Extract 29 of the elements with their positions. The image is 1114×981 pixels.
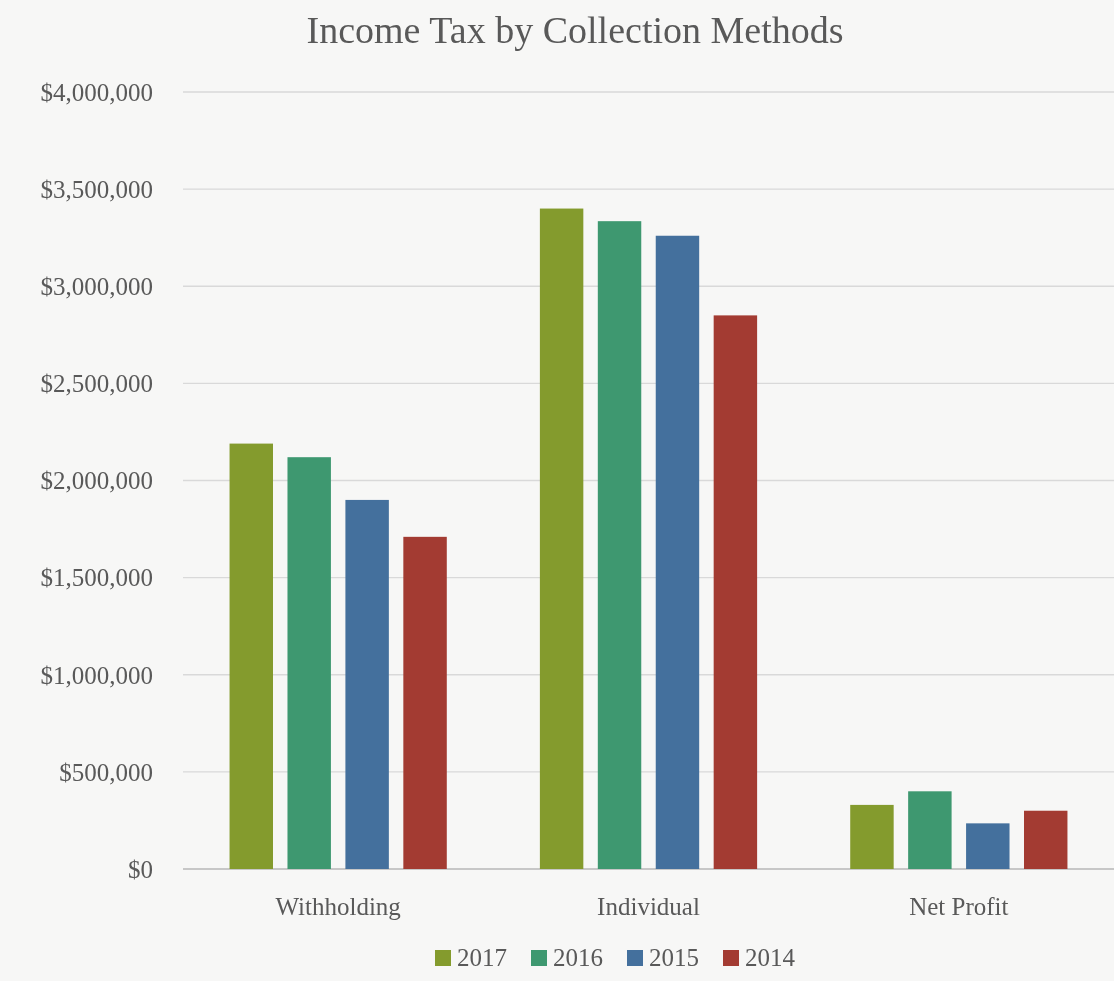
y-tick-label: $500,000 — [59, 758, 153, 786]
y-tick-label: $0 — [128, 855, 153, 883]
bar — [287, 457, 331, 869]
bar — [403, 536, 447, 869]
bar — [597, 221, 642, 869]
bar — [1024, 810, 1068, 869]
y-tick-label: $2,500,000 — [40, 370, 153, 398]
y-tick-label: $1,500,000 — [40, 564, 153, 592]
bar — [966, 823, 1010, 869]
bar — [713, 315, 758, 869]
y-tick-label: $4,000,000 — [40, 78, 153, 106]
legend-label: 2016 — [553, 944, 603, 971]
y-tick-label: $3,500,000 — [40, 175, 153, 203]
y-tick-label: $2,000,000 — [40, 467, 153, 495]
x-tick-label: Individual — [597, 893, 700, 920]
x-tick-label: Net Profit — [909, 893, 1009, 920]
y-tick-label: $1,000,000 — [40, 661, 153, 689]
legend-label: 2014 — [745, 944, 796, 971]
legend-label: 2017 — [457, 944, 507, 971]
x-tick-label: Withholding — [275, 893, 402, 920]
bar — [850, 804, 894, 869]
legend-label: 2015 — [649, 944, 699, 971]
bar — [539, 208, 584, 869]
bar — [345, 499, 389, 869]
bar — [229, 443, 273, 869]
y-tick-label: $3,000,000 — [40, 273, 153, 300]
bar — [655, 235, 700, 869]
chart-title: Income Tax by Collection Methods — [306, 9, 844, 51]
bar — [908, 791, 952, 869]
